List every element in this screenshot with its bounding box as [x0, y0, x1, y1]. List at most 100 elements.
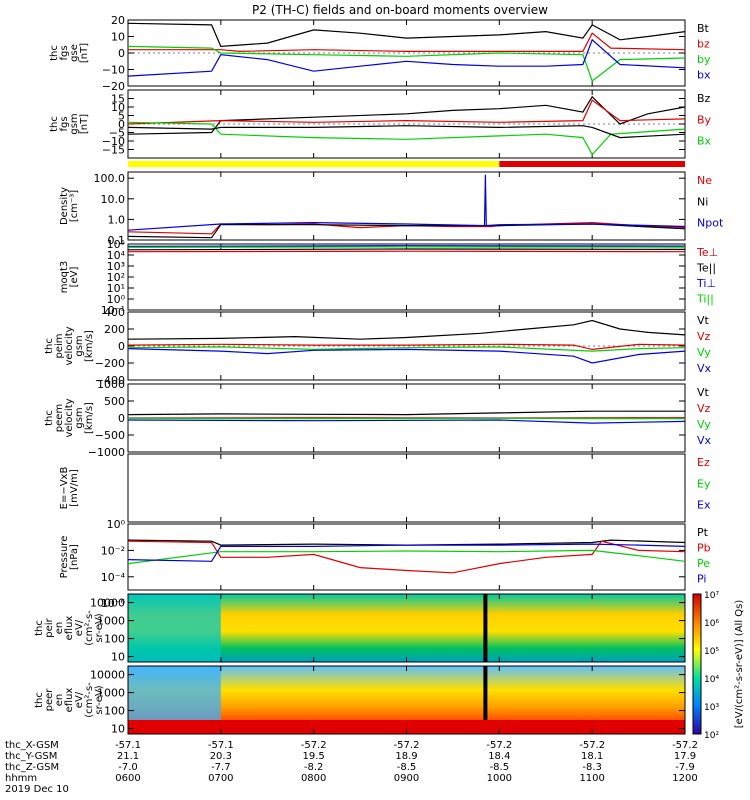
legend-entry: Ey — [697, 477, 711, 490]
spectrogram-low-energy-band — [128, 720, 685, 734]
legend-entry: Bt — [697, 22, 710, 35]
y-tick-label: −5 — [109, 127, 125, 140]
colorbar-tick-label: 10² — [704, 731, 719, 741]
y-tick-label: −1000 — [88, 446, 125, 459]
y-tick-label: 5 — [118, 110, 125, 123]
panel-p3: 100.0 10.0 1.0 0.1 Density [cm⁻³] Ne Ni Npot — [59, 171, 724, 247]
y-tick-label: 10⁻⁶ — [101, 597, 126, 610]
y-axis-label: (cm²-s- — [84, 610, 95, 646]
y-tick-label: 10⁻² — [101, 544, 125, 557]
series-line-Bt — [127, 22, 686, 48]
y-tick-label: 100.0 — [94, 172, 126, 185]
y-axis-label: [nPa] — [69, 544, 80, 570]
footer-date: 2019 Dec 10 — [5, 784, 69, 795]
y-tick-label: 10¹ — [107, 282, 125, 295]
y-axis-label: velocity — [64, 326, 75, 365]
footer-value: -57.2 — [486, 740, 512, 751]
series-line-bx — [127, 38, 686, 77]
y-axis-label: peim — [54, 333, 65, 358]
y-tick-label: 10⁰ — [107, 518, 126, 531]
series-line-by — [127, 45, 686, 82]
panel-p1: 20 10 0 −10 −20 thc fgs gse [nT] Bt bz by bx — [49, 14, 711, 93]
y-axis-label: (cm²-s- — [84, 682, 95, 718]
y-tick-label: −10 — [102, 64, 125, 77]
legend-entry: Bx — [697, 135, 712, 148]
mode-bar-segment-1 — [499, 161, 685, 167]
legend-entry: Pi — [697, 573, 706, 586]
legend-entry: Pe — [697, 557, 710, 570]
y-tick-label: 0 — [118, 412, 125, 425]
footer-value: -57.2 — [579, 740, 605, 751]
legend-entry: Vz — [697, 330, 711, 343]
footer-value: -57.2 — [672, 740, 698, 751]
series-line-Pi — [127, 543, 686, 562]
y-axis-label: thc — [44, 410, 55, 426]
footer-value: 1100 — [579, 773, 604, 784]
legend-entry: Ne — [697, 174, 712, 187]
series-line-Npot — [127, 174, 686, 231]
footer-value: -57.1 — [208, 740, 234, 751]
data-gap-p10 — [483, 666, 488, 734]
colorbar-tick-label: 10³ — [704, 703, 719, 713]
legend-entry: Ni — [697, 195, 708, 208]
y-axis-label: peer — [44, 688, 55, 712]
y-tick-label: 10⁴ — [107, 249, 126, 262]
colorbar-tick-label: 10⁴ — [704, 675, 719, 685]
footer-value: -7.9 — [675, 762, 695, 773]
y-tick-label: −20 — [102, 80, 125, 93]
series-line-Pb — [127, 540, 686, 574]
footer-value: 1000 — [487, 773, 512, 784]
footer-value: -8.5 — [397, 762, 417, 773]
footer-row-label: hhmm — [5, 773, 37, 784]
series-line-Vy — [127, 346, 686, 352]
figure-title: P2 (TH-C) fields and on-board moments ov… — [252, 3, 548, 17]
y-tick-label: 1000 — [97, 615, 125, 628]
y-tick-label: −500 — [95, 429, 125, 442]
footer-value: 18.9 — [395, 751, 417, 762]
series-line-Te⊥ — [127, 250, 686, 253]
legend-entry: Ex — [697, 499, 711, 512]
y-tick-label: 100 — [104, 633, 125, 646]
footer-row-label: thc_X-GSM — [5, 740, 59, 751]
y-tick-label: 400 — [104, 306, 125, 319]
legend-entry: Ti⊥ — [696, 277, 716, 290]
footer-value: 18.4 — [488, 751, 510, 762]
footer-value: 1200 — [672, 773, 697, 784]
legend-entry: Pt — [697, 526, 709, 539]
legend-entry: Vt — [697, 386, 710, 399]
y-axis-label: fgs — [59, 116, 70, 131]
y-axis-label: eflux — [64, 616, 75, 641]
y-axis-label: gsm — [74, 335, 85, 356]
plot-frame-p4 — [127, 243, 686, 311]
footer-value: 0900 — [394, 773, 419, 784]
colorbar-tick-label: 10⁷ — [704, 591, 719, 601]
y-axis-label: thc — [34, 692, 45, 708]
y-axis-label: E=−VxB — [59, 467, 70, 510]
panel-p9: 10000 1000 100 10 thc peir en eflux eV/(cm²-s-sr… — [34, 593, 686, 664]
footer-value: -57.2 — [301, 740, 327, 751]
y-axis-label: Pressure — [59, 536, 70, 579]
legend-entry: by — [697, 53, 711, 66]
y-axis-label: thc — [49, 45, 60, 61]
y-axis-label: thc — [49, 116, 60, 132]
y-axis-label: moqt3 — [59, 261, 70, 294]
footer-value: 19.5 — [303, 751, 325, 762]
y-tick-label: 10000 — [90, 669, 125, 682]
colorbar-scale — [692, 593, 702, 735]
footer-value: -57.2 — [394, 740, 420, 751]
legend-entry: Te|| — [696, 262, 716, 275]
spectrogram-early-p9 — [128, 594, 221, 662]
series-line-bz — [128, 32, 686, 53]
legend-entry: By — [697, 113, 712, 126]
y-tick-label: 20 — [111, 14, 125, 27]
y-axis-label: peem — [54, 404, 65, 432]
y-tick-label: 10000 — [90, 597, 125, 610]
legend-entry: Vy — [697, 346, 711, 359]
legend-entry: Ti|| — [696, 293, 714, 306]
footer-row-label: thc_Y-GSM — [5, 751, 57, 762]
series-line-Bx — [127, 121, 686, 156]
